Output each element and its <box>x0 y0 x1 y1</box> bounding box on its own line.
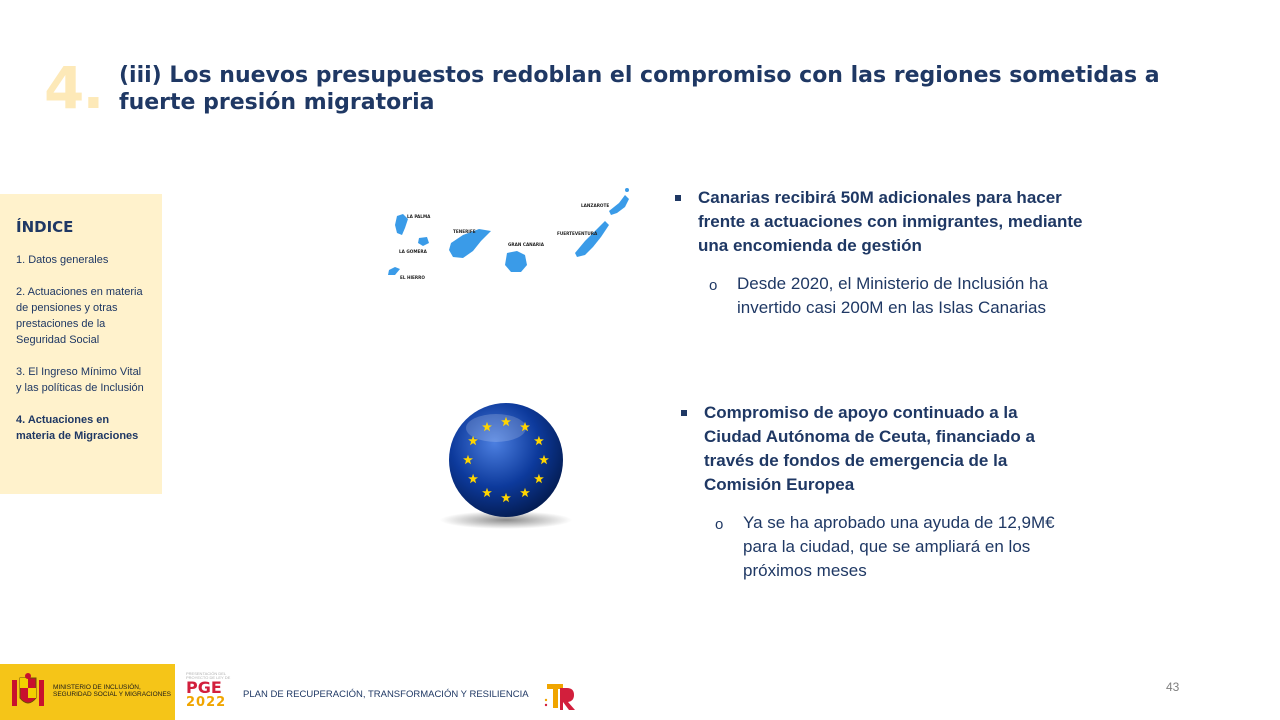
eu-star-icon <box>501 492 511 503</box>
eu-star-icon <box>468 435 479 446</box>
label-lanzarote: LANZAROTE <box>581 203 609 208</box>
label-la-palma: LA PALMA <box>407 214 431 219</box>
island-gran-canaria <box>505 251 527 272</box>
eu-star-icon <box>501 416 511 427</box>
coat-of-arms-icon <box>12 673 44 706</box>
island-lanzarote <box>609 195 629 215</box>
section-number: 4. <box>44 54 104 122</box>
page-number: 43 <box>1166 680 1180 694</box>
index-item-pensiones[interactable]: 2. Actuaciones en materia de pensiones y… <box>16 286 143 346</box>
eu-star-icon <box>468 473 479 484</box>
island-tenerife <box>449 229 491 258</box>
island-fuerteventura <box>575 221 609 257</box>
bullet-canarias-main: Canarias recibirá 50M adicionales para h… <box>698 188 1083 255</box>
bullet-ceuta-main: Compromiso de apoyo continuado a la Ciud… <box>704 403 1035 494</box>
eu-star-icon <box>482 421 492 432</box>
plan-recuperacion-text: PLAN DE RECUPERACIÓN, TRANSFORMACIÓN Y R… <box>243 689 529 700</box>
square-bullet-icon <box>675 195 681 201</box>
eu-star-icon <box>520 421 530 432</box>
island-la-palma <box>395 214 408 235</box>
index-heading: ÍNDICE <box>16 218 74 236</box>
pge-title: PGE <box>186 678 222 697</box>
index-item-ingreso-minimo[interactable]: 3. El Ingreso Mínimo Vital y las polític… <box>16 366 144 394</box>
ministry-logo: MINISTERIO DE INCLUSIÓN, SEGURIDAD SOCIA… <box>0 664 175 720</box>
label-gran-canaria: GRAN CANARIA <box>508 242 545 247</box>
index-item-datos-generales[interactable]: 1. Datos generales <box>16 254 109 266</box>
pge-logo: PRESENTACIÓN DEL PROYECTO DE LEY DE PGE … <box>186 672 236 716</box>
label-tenerife: TENERIFE <box>453 229 476 234</box>
bullet-canarias: Canarias recibirá 50M adicionales para h… <box>672 186 1102 320</box>
eu-flag-sphere <box>440 403 572 529</box>
canary-islands-map: LA PALMA LA GOMERA EL HIERRO TENERIFE GR… <box>388 188 629 280</box>
page-title: (iii) Los nuevos presupuestos redoblan e… <box>119 63 1160 115</box>
eu-star-icon <box>482 487 492 498</box>
circle-bullet-icon: o <box>715 516 724 533</box>
index-panel: ÍNDICE 1. Datos generales 2. Actuaciones… <box>0 194 162 494</box>
pge-year: 2022 <box>186 695 227 710</box>
circle-bullet-icon: o <box>709 277 718 294</box>
eu-star-icon <box>533 473 544 484</box>
label-el-hierro: EL HIERRO <box>400 275 425 280</box>
tr-logo-icon <box>544 684 575 710</box>
eu-star-icon <box>463 454 473 465</box>
eu-star-icon <box>539 454 549 465</box>
island-el-hierro <box>388 267 400 275</box>
bullet-ceuta: Compromiso de apoyo continuado a la Ciud… <box>678 401 1078 583</box>
eu-star-icon <box>533 435 544 446</box>
index-item-migraciones[interactable]: 4. Actuaciones en materia de Migraciones <box>16 414 139 442</box>
island-la-graciosa <box>625 188 629 192</box>
square-bullet-icon <box>681 410 687 416</box>
label-fuerteventura: FUERTEVENTURA <box>557 231 598 236</box>
island-la-gomera <box>418 237 429 246</box>
eu-stars <box>463 416 549 503</box>
bullet-ceuta-sub: Ya se ha aprobado una ayuda de 12,9M€ pa… <box>743 513 1055 580</box>
bullet-canarias-sub: Desde 2020, el Ministerio de Inclusión h… <box>737 274 1048 317</box>
ministry-name: MINISTERIO DE INCLUSIÓN, SEGURIDAD SOCIA… <box>53 684 171 698</box>
label-la-gomera: LA GOMERA <box>399 249 428 254</box>
eu-star-icon <box>520 487 530 498</box>
pge-caption: PRESENTACIÓN DEL PROYECTO DE LEY DE <box>186 671 231 680</box>
